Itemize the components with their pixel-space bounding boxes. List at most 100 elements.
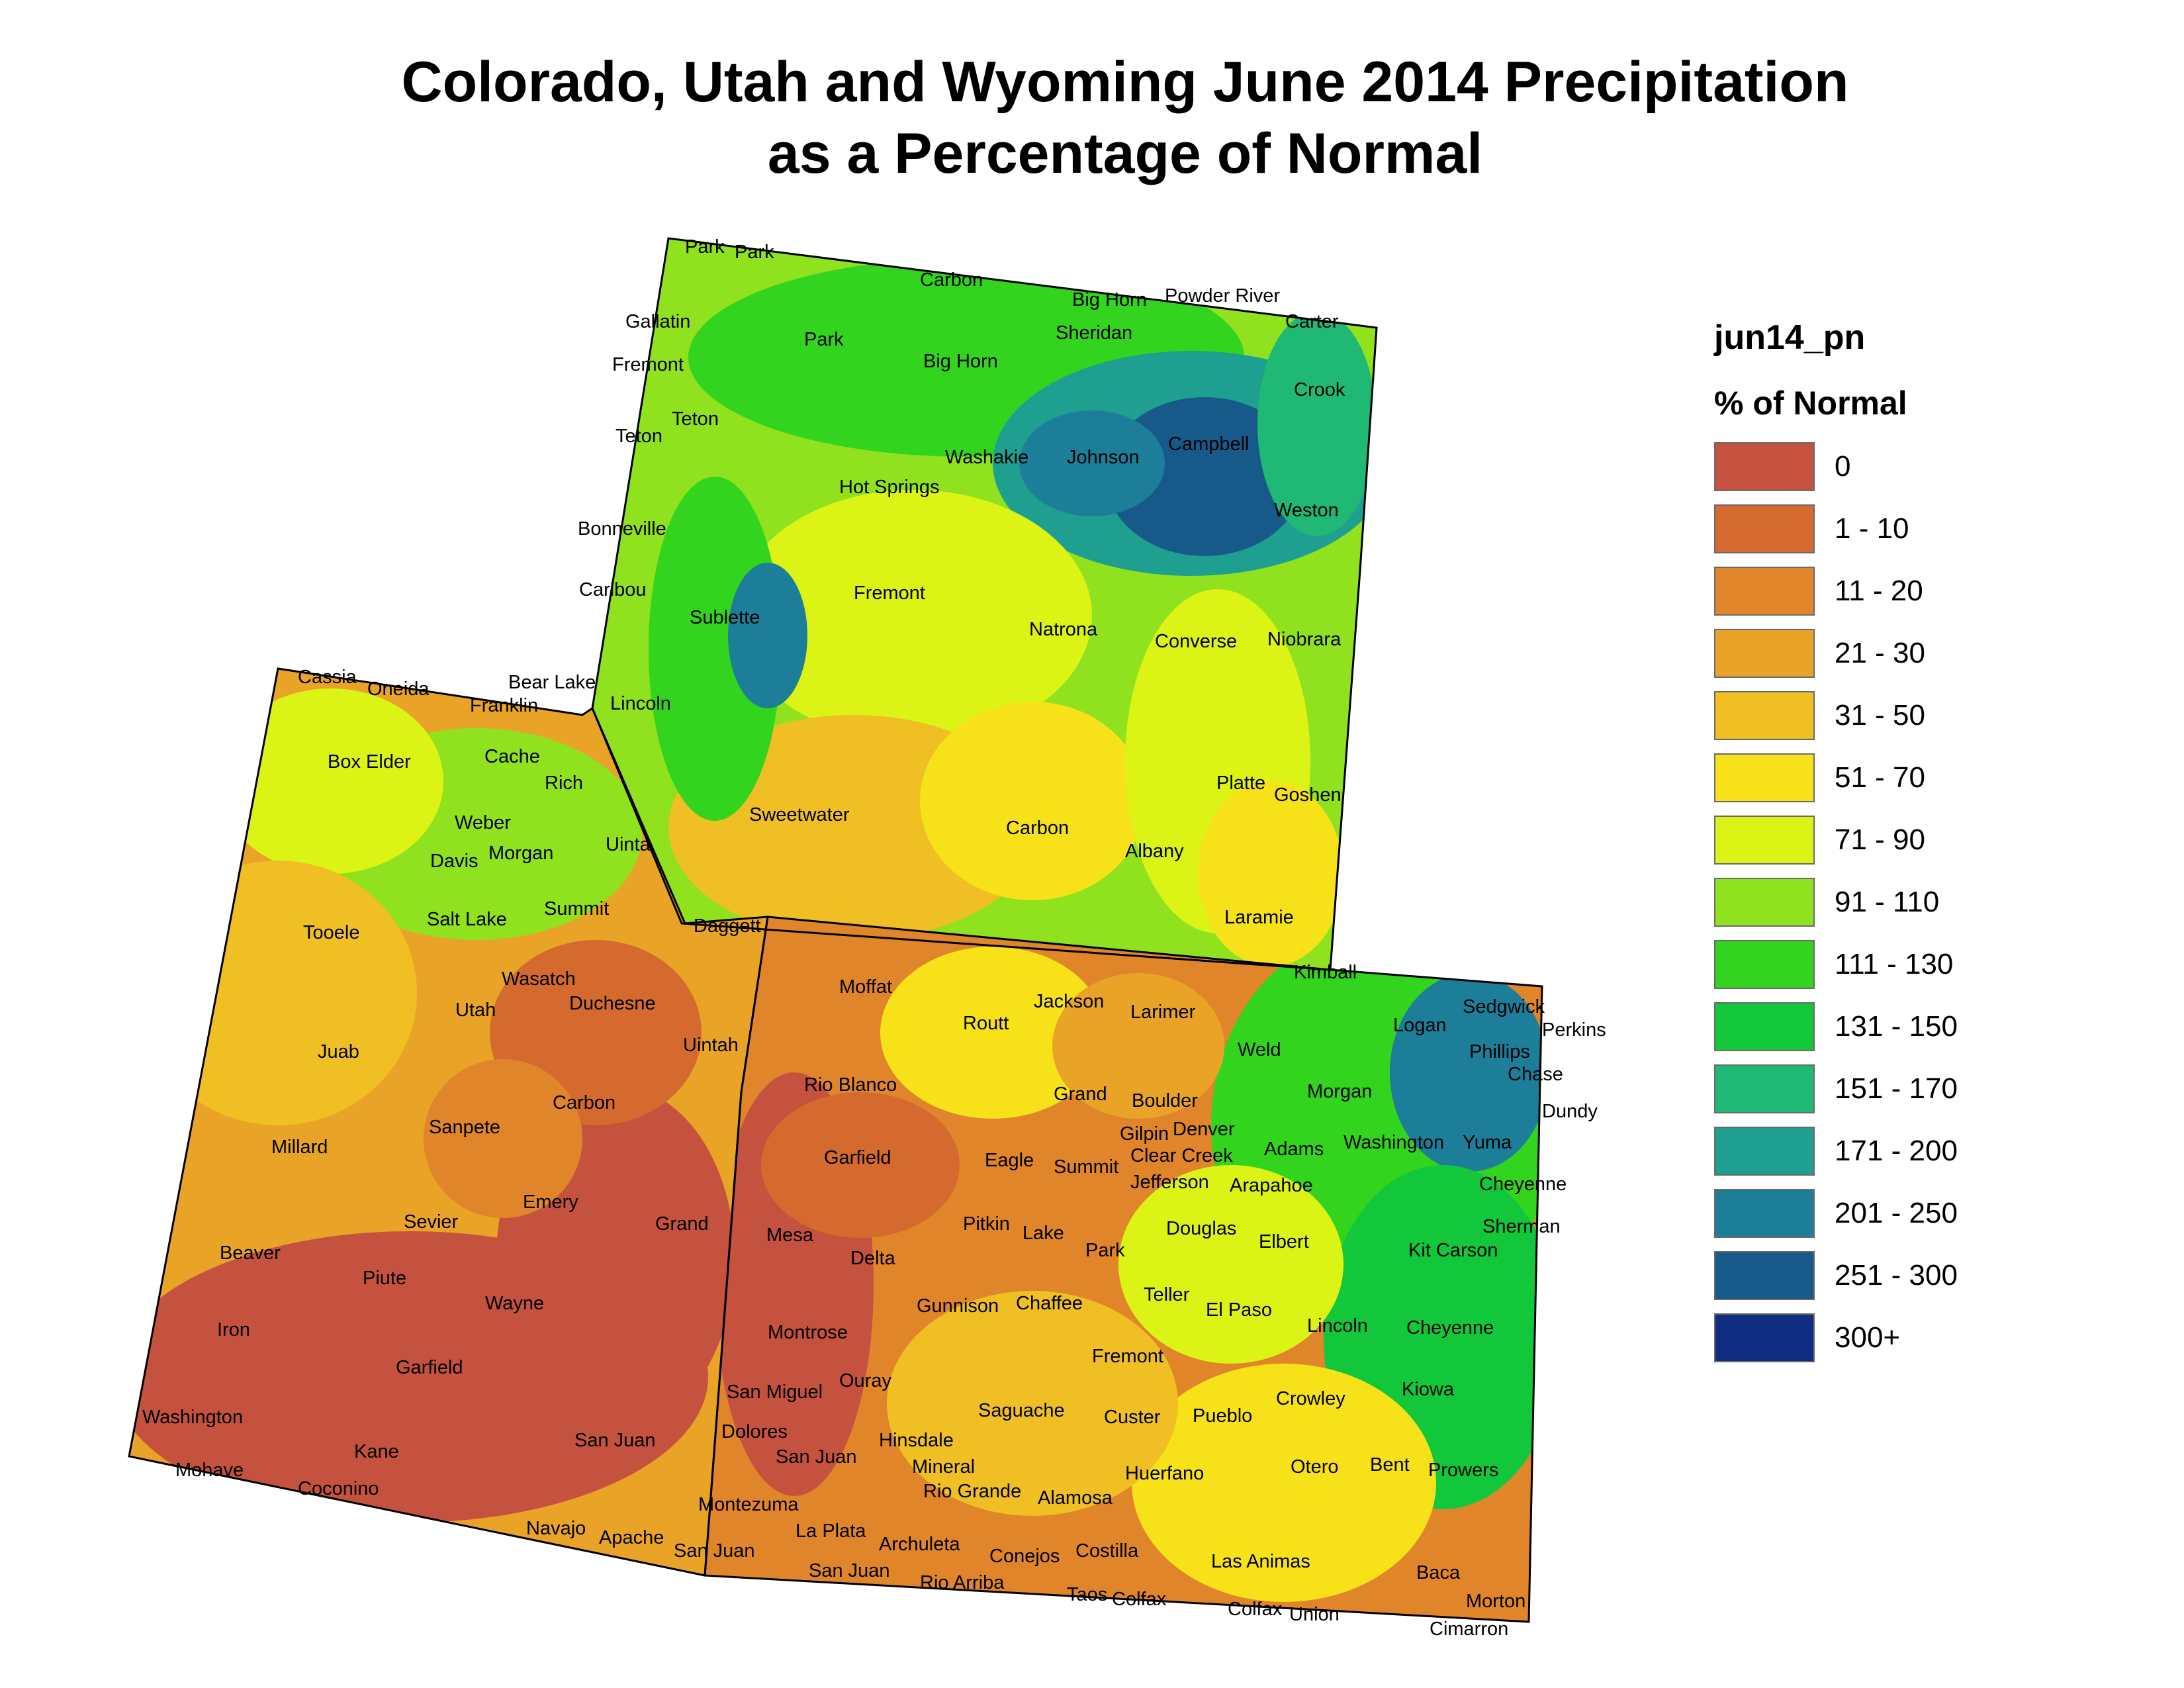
county-label: Ouray (839, 1370, 891, 1391)
county-label: Grand (1054, 1084, 1107, 1105)
legend-swatch (1714, 1189, 1815, 1238)
county-label: Park (735, 242, 774, 263)
county-label: Natrona (1029, 619, 1098, 640)
county-label: Delta (850, 1248, 896, 1269)
county-label: Morgan (488, 843, 553, 864)
county-label: Box Elder (328, 751, 411, 773)
legend-item: 111 - 130 (1714, 933, 1958, 996)
county-label: Costilla (1075, 1540, 1139, 1562)
legend-swatch (1714, 567, 1815, 616)
county-label: Cassia (298, 667, 357, 688)
county-label: Cheyenne (1479, 1174, 1567, 1195)
county-label: Oneida (367, 679, 430, 700)
county-label: Fremont (612, 354, 684, 375)
precip-patch (649, 477, 781, 821)
county-label: Bent (1370, 1454, 1410, 1476)
precip-patch (728, 563, 807, 708)
county-label: Park (804, 329, 844, 350)
county-label: Iron (217, 1319, 250, 1340)
colorado-region (705, 917, 1542, 1622)
legend-swatch (1714, 753, 1815, 802)
county-label: Rich (545, 773, 583, 794)
county-label: Kiowa (1402, 1379, 1455, 1400)
precip-patch (920, 702, 1145, 900)
county-label: Carbon (1006, 818, 1069, 839)
county-label: Washington (1343, 1132, 1444, 1153)
legend-label: 91 - 110 (1835, 886, 1940, 918)
county-label: Navajo (526, 1518, 586, 1539)
county-label: Fremont (1092, 1346, 1163, 1367)
county-label: Piute (363, 1268, 406, 1289)
county-label: Rio Grande (923, 1481, 1021, 1502)
legend-item: 131 - 150 (1714, 996, 1958, 1058)
legend-swatch (1714, 1064, 1815, 1113)
county-label: Uinta (606, 834, 651, 855)
county-label: Davis (430, 851, 478, 872)
county-label: Washakie (945, 447, 1028, 468)
county-label: Wayne (485, 1293, 544, 1314)
title-line-1: Colorado, Utah and Wyoming June 2014 Pre… (401, 50, 1849, 114)
county-label: Rio Blanco (804, 1074, 897, 1096)
county-label: Mesa (766, 1225, 814, 1246)
county-label: Las Animas (1211, 1551, 1310, 1572)
county-label: San Juan (776, 1446, 857, 1468)
county-label: Utah (455, 1000, 496, 1021)
county-label: Adams (1264, 1139, 1324, 1160)
county-label: Jefferson (1130, 1172, 1209, 1193)
county-label: Saguache (978, 1400, 1065, 1421)
county-label: Boulder (1132, 1090, 1198, 1111)
county-label: Mohave (175, 1460, 244, 1481)
legend-item: 251 - 300 (1714, 1244, 1958, 1307)
county-label: Archuleta (879, 1534, 960, 1555)
legend: jun14_pn % of Normal 0 1 - 10 11 - 20 21 - … (1714, 318, 1958, 1369)
county-label: Rio Arriba (920, 1572, 1005, 1593)
legend-label: 111 - 130 (1835, 948, 1954, 980)
county-label: Beaver (220, 1243, 281, 1264)
county-label: Prowers (1428, 1460, 1498, 1481)
county-label: Logan (1393, 1015, 1447, 1036)
county-label: Cheyenne (1406, 1317, 1494, 1338)
county-label: Franklin (470, 695, 538, 716)
legend-swatch (1714, 1251, 1815, 1300)
legend-title: jun14_pn (1714, 318, 1866, 357)
legend-item: 201 - 250 (1714, 1182, 1958, 1244)
county-label: Tooele (303, 922, 359, 943)
legend-label: 1 - 10 (1835, 512, 1909, 545)
county-label: Gilpin (1120, 1123, 1169, 1145)
county-label: San Juan (674, 1540, 755, 1562)
legend-label: 0 (1835, 450, 1851, 483)
county-label: Emery (523, 1192, 578, 1213)
legend-item: 0 (1714, 436, 1958, 498)
legend-swatch (1714, 504, 1815, 553)
county-label: Gallatin (625, 311, 690, 332)
county-label: Cache (484, 746, 540, 767)
county-label: Baca (1416, 1562, 1461, 1583)
county-label: Sweetwater (749, 804, 850, 825)
legend-label: 300+ (1835, 1321, 1901, 1354)
wyoming-region (592, 238, 1377, 970)
county-label: Goshen (1274, 784, 1342, 806)
precip-patch (424, 1059, 582, 1218)
colorado-outline (704, 915, 1543, 1623)
legend-item: 171 - 200 (1714, 1120, 1958, 1182)
county-label: Huerfano (1125, 1463, 1204, 1484)
county-label: Jackson (1034, 991, 1104, 1012)
legend-label: 21 - 30 (1835, 637, 1925, 669)
county-label: Routt (963, 1013, 1009, 1034)
county-label: Weld (1238, 1039, 1281, 1060)
county-label: Pueblo (1193, 1405, 1252, 1427)
county-label: Bonneville (578, 518, 666, 539)
legend-label: 11 - 20 (1835, 575, 1923, 607)
legend-item: 1 - 10 (1714, 498, 1958, 560)
county-label: Perkins (1542, 1019, 1606, 1041)
county-label: Carbon (553, 1092, 615, 1113)
legend-label: 131 - 150 (1835, 1010, 1958, 1043)
legend-label: 31 - 50 (1835, 699, 1925, 731)
county-label: Montrose (768, 1322, 848, 1343)
precip-patch (1390, 973, 1542, 1172)
legend-swatch (1714, 442, 1815, 491)
county-label: Salt Lake (427, 909, 507, 930)
legend-swatch (1714, 691, 1815, 740)
legend-item: 51 - 70 (1714, 747, 1958, 809)
